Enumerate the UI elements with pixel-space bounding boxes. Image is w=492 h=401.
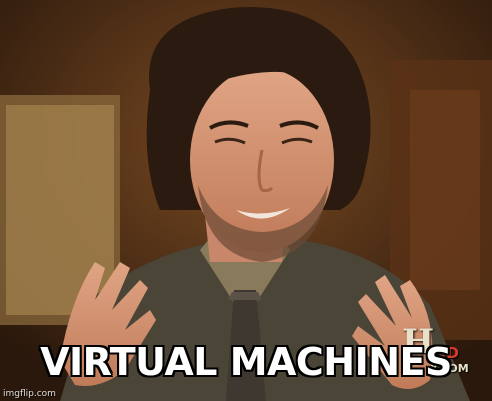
logo-letter: H [402, 322, 435, 362]
history-channel-logo: H HD Y.COM [400, 322, 490, 382]
meme-caption: VIRTUAL MACHINES [40, 340, 452, 384]
logo-url-fragment: Y.COM [430, 362, 469, 375]
imgflip-watermark: imgflip.com [3, 389, 56, 399]
logo-hd-badge: HD [434, 344, 460, 362]
